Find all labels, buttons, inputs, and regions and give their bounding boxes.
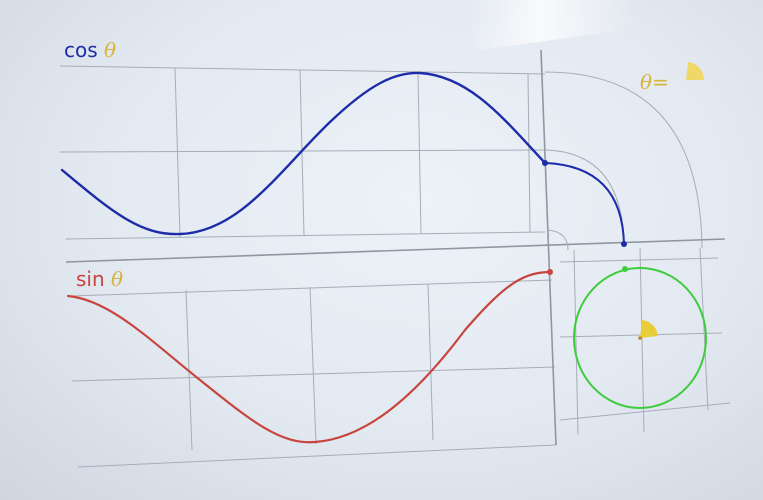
- grid-line-circle-v1: [573, 249, 579, 436]
- cos-endpoint-dot: [542, 160, 548, 166]
- sin-theta-label: sin θ: [76, 269, 123, 289]
- corner-arc-inner: [547, 229, 569, 251]
- grid-line-cos-bottom: [65, 231, 546, 240]
- grid-lines: [59, 49, 731, 468]
- grid-line-cos-top: [59, 65, 546, 75]
- grid-line-sin-bottom: [77, 444, 557, 468]
- cos-quarter-arc: [544, 162, 625, 245]
- cos-function-name: cos: [64, 38, 98, 62]
- cos-theta-label: cos θ: [64, 40, 116, 60]
- corner-arc-outer: [544, 71, 703, 249]
- cos-theta-symbol: θ: [104, 38, 117, 62]
- grid-line-cos-v3: [417, 71, 422, 234]
- grid-line-sin-v2: [309, 286, 317, 445]
- grid-line-cos-v1: [174, 67, 181, 238]
- grid-line-sin-v3: [427, 283, 434, 441]
- sin-theta-symbol: θ: [111, 267, 124, 291]
- sin-function-name: sin: [76, 267, 105, 291]
- sin-curve: [66, 270, 552, 444]
- grid-line-circle-top: [559, 257, 719, 263]
- circle-center-dot: [638, 336, 642, 340]
- main-vertical-axis: [540, 49, 557, 446]
- sin-endpoint-dot: [547, 269, 553, 275]
- angle-wedge-icon: [640, 320, 658, 338]
- theta-symbol: θ: [640, 70, 653, 94]
- theta-equals-label: θ=: [640, 72, 669, 92]
- cos-projection-dot: [621, 241, 627, 247]
- circle-point-dot: [622, 266, 628, 272]
- cos-curve: [60, 71, 547, 236]
- grid-line-sin-top: [69, 279, 553, 297]
- grid-line-circle-v3: [699, 247, 709, 411]
- equals-sign: =: [652, 70, 669, 94]
- theta-angle-icon: [686, 62, 705, 80]
- grid-line-cos-v4: [527, 73, 531, 233]
- panel-divider: [65, 238, 726, 263]
- grid-line-circle-v2: [639, 247, 645, 433]
- grid-line-circle-bottom: [559, 402, 731, 421]
- unit-circle: [573, 267, 707, 409]
